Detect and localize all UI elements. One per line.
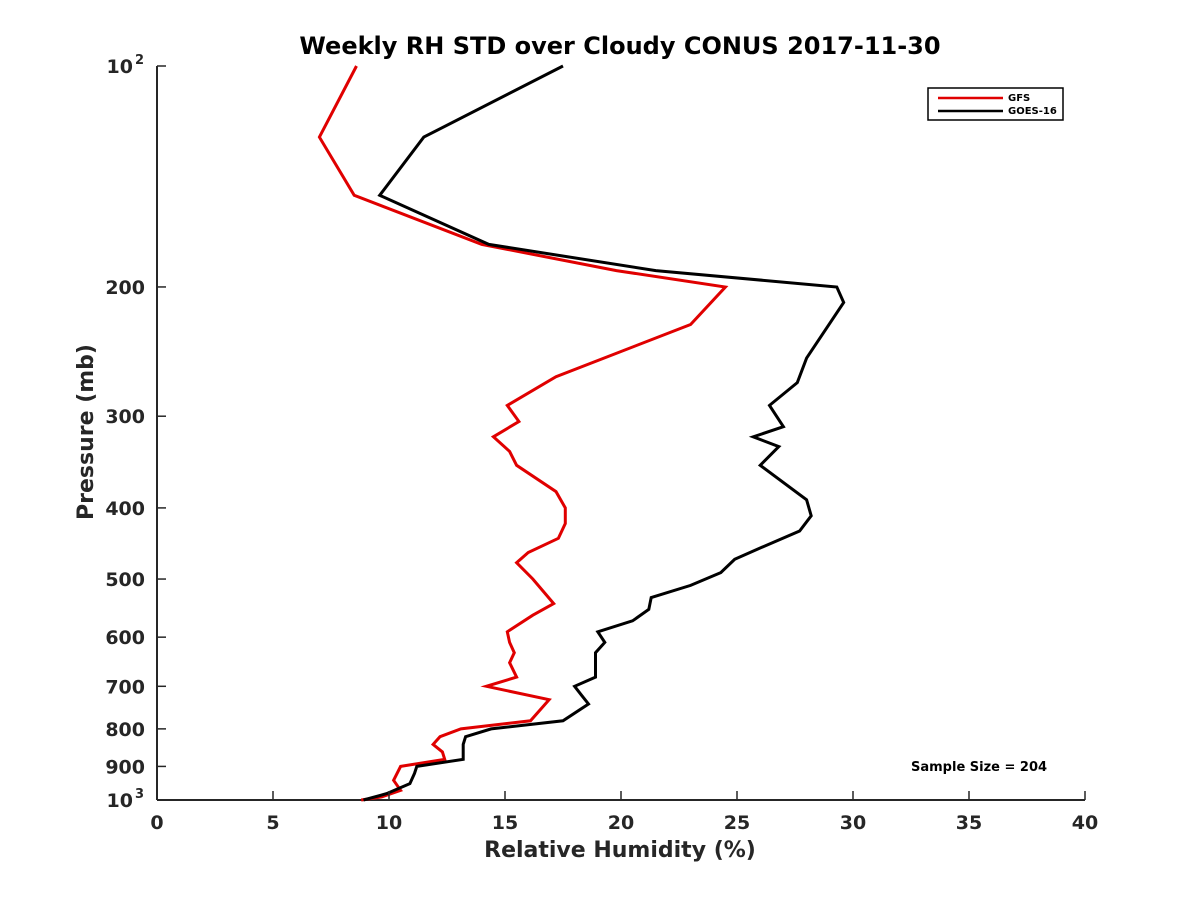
y-tick-exponent: 2 [135,53,144,68]
x-tick-label: 15 [492,812,518,834]
y-tick-label: 800 [105,719,145,741]
y-tick-label: 10 [107,56,133,78]
y-tick-exponent: 3 [135,787,144,802]
plot-axes [156,66,1085,801]
series-line-gfs [317,65,729,802]
x-tick-label: 30 [840,812,866,834]
x-tick-label: 25 [724,812,750,834]
legend: GFS GOES-16 [927,87,1064,121]
chart-title: Weekly RH STD over Cloudy CONUS 2017-11-… [299,32,940,60]
x-tick-label: 10 [376,812,402,834]
y-tick-label: 500 [105,569,145,591]
series-layer [317,64,846,802]
legend-label-gfs: GFS [1008,93,1030,104]
x-tick-label: 35 [956,812,982,834]
x-tick-label: 0 [150,812,163,834]
legend-box [927,87,1064,121]
y-tick-label: 300 [105,406,145,428]
x-tick-label: 40 [1072,812,1098,834]
x-axis-label: Relative Humidity (%) [484,838,756,863]
y-tick-label: 200 [105,277,145,299]
sample-size-annotation: Sample Size = 204 [911,760,1047,775]
series-line-goes-16 [363,64,846,802]
legend-label-goes16: GOES-16 [1008,106,1057,117]
x-tick-label: 5 [266,812,279,834]
y-tick-label: 400 [105,498,145,520]
y-tick-label: 10 [107,790,133,812]
y-tick-label: 900 [105,756,145,778]
y-tick-label: 700 [105,676,145,698]
y-tick-label: 600 [105,627,145,649]
y-axis-label: Pressure (mb) [74,344,99,520]
x-tick-label: 20 [608,812,634,834]
